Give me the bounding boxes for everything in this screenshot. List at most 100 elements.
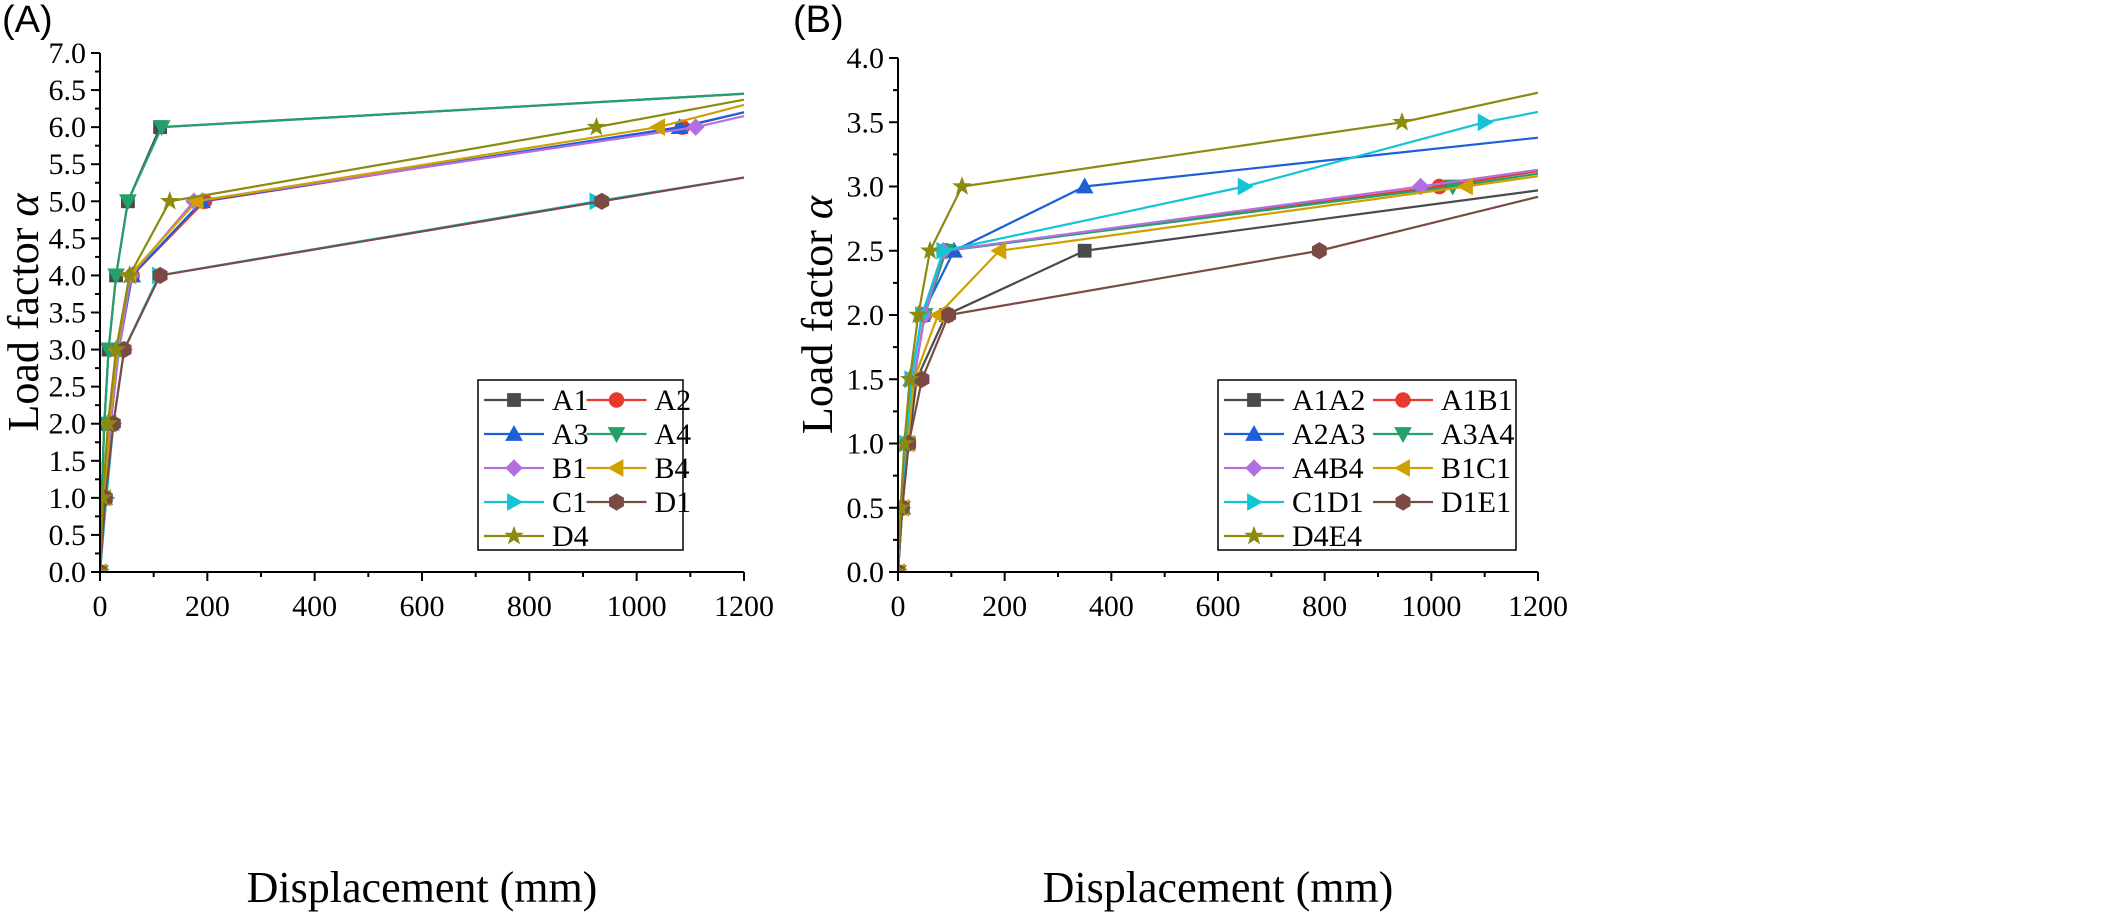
legend-item-a1: A1 (484, 384, 589, 417)
x-tick-label: 600 (1196, 590, 1241, 623)
data-point-d1 (152, 266, 168, 285)
x-tick-label: 800 (1302, 590, 1347, 623)
data-point-d1e1 (941, 306, 957, 324)
legend-label: A4B4 (1292, 452, 1364, 485)
panel-label: (A) (2, 0, 53, 41)
legend-label: A3 (552, 418, 589, 451)
legend-label: A1B1 (1441, 384, 1513, 417)
legend-marker (609, 493, 624, 511)
legend-label: A2 (655, 384, 692, 417)
x-axis-title: Displacement (mm) (1043, 863, 1394, 912)
data-point-a4 (107, 268, 125, 285)
y-tick-label: 0.0 (49, 556, 87, 589)
data-point-d1e1 (914, 370, 930, 388)
legend-label: D1E1 (1441, 486, 1511, 519)
legend-marker (1395, 392, 1411, 408)
x-tick-label: 1000 (1401, 590, 1461, 623)
data-point-a4b4 (1411, 177, 1430, 196)
legend-label: C1D1 (1292, 486, 1364, 519)
y-tick-label: 2.0 (49, 408, 87, 441)
data-point-b4 (649, 118, 666, 136)
data-point-d4 (100, 561, 110, 572)
data-point-d4 (100, 487, 113, 507)
data-point-d4e4 (952, 176, 972, 195)
legend-marker (1245, 424, 1263, 441)
legend-marker (1393, 459, 1410, 477)
x-tick-label: 800 (507, 590, 552, 623)
series-d4 (100, 98, 745, 572)
y-tick-label: 3.5 (847, 106, 885, 139)
legend: A1 A2 A3 A4 B1 B4 C1 D1 D4 (477, 379, 692, 553)
y-tick-label: 6.0 (49, 111, 87, 144)
series-line-a4 (100, 92, 745, 572)
legend-label: A2A3 (1292, 418, 1365, 451)
legend-marker (608, 392, 625, 408)
y-axis-title-text: Load factor (793, 219, 842, 434)
data-point-c1d1 (1237, 177, 1254, 196)
x-tick-label: 400 (1089, 590, 1134, 623)
legend-label: A4 (655, 418, 692, 451)
data-point-c1d1 (1477, 113, 1494, 132)
legend-item-a2a3: A2A3 (1224, 418, 1365, 451)
y-tick-label: 3.0 (847, 171, 885, 204)
y-tick-label: 5.0 (49, 185, 87, 218)
legend-item-d1: D1 (586, 486, 691, 519)
data-point-a4 (119, 194, 137, 211)
legend-marker (505, 424, 523, 441)
legend-item-c1: C1 (484, 486, 587, 519)
y-tick-label: 2.5 (847, 235, 885, 268)
y-axis-title-symbol: α (793, 195, 842, 219)
legend-item-a4: A4 (586, 418, 692, 451)
x-tick-label: 400 (292, 590, 337, 623)
legend-item-a1b1: A1B1 (1373, 384, 1513, 417)
data-point-b1c1 (990, 241, 1007, 260)
y-tick-label: 0.5 (847, 492, 885, 525)
data-point-d4e4 (1392, 111, 1412, 131)
legend-label: A3A4 (1441, 418, 1514, 451)
data-point-d4 (159, 191, 180, 210)
y-tick-label: 3.0 (49, 334, 87, 367)
x-tick-label: 0 (891, 590, 906, 623)
series-group (898, 91, 1539, 572)
y-tick-label: 0.0 (847, 556, 885, 589)
data-point-d1e1 (1311, 242, 1327, 260)
data-point-d4 (106, 339, 126, 358)
legend-marker (1244, 525, 1264, 545)
legend-marker (504, 525, 524, 545)
legend-label: B1C1 (1441, 452, 1511, 485)
y-tick-label: 5.5 (49, 148, 87, 181)
x-tick-label: 0 (93, 590, 108, 623)
legend: A1A2 A1B1 A2A3 A3A4 A4B4 B1C1 C1D1 D1E1 D4E4 (1217, 379, 1517, 553)
legend-item-a1a2: A1A2 (1224, 384, 1365, 417)
legend-item-a4b4: A4B4 (1224, 452, 1364, 485)
series-line-d4 (100, 98, 745, 572)
legend-marker (607, 459, 624, 477)
y-axis-title-text: Load factor (0, 217, 48, 432)
y-tick-label: 2.5 (49, 371, 87, 404)
y-tick-label: 4.0 (847, 42, 885, 75)
legend-item-c1d1: C1D1 (1224, 486, 1364, 519)
data-point-d4 (100, 413, 118, 433)
x-tick-label: 1200 (1508, 590, 1568, 623)
data-point-b1c1 (1456, 177, 1473, 196)
legend-label: D4E4 (1292, 520, 1362, 553)
legend-marker (507, 493, 524, 511)
data-point-d4 (586, 116, 607, 136)
data-point-d4e4 (898, 497, 911, 517)
legend-label: B4 (655, 452, 690, 485)
legend-item-b1c1: B1C1 (1373, 452, 1511, 485)
legend-item-a3: A3 (484, 418, 589, 451)
legend-marker (505, 459, 523, 477)
y-axis-title-symbol: α (0, 193, 48, 217)
data-point-d4e4 (908, 304, 929, 324)
series-d4e4 (898, 91, 1539, 572)
data-point-a1a2 (1077, 243, 1092, 258)
legend-label: A1 (552, 384, 589, 417)
legend-item-d1e1: D1E1 (1373, 486, 1511, 519)
legend-marker (507, 393, 521, 407)
panel-label: (B) (793, 0, 844, 41)
data-point-d4e4 (920, 240, 940, 260)
legend-item-d4: D4 (484, 520, 589, 553)
y-tick-label: 4.5 (49, 222, 87, 255)
